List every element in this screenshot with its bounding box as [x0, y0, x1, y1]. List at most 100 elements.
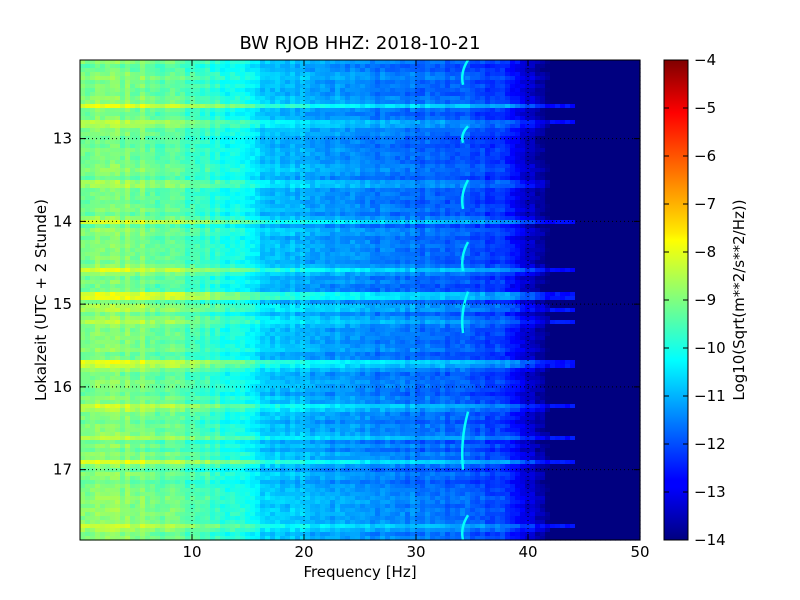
heatmap-cell [325, 64, 331, 69]
heatmap-cell [610, 204, 616, 209]
heatmap-cell [95, 100, 101, 105]
heatmap-cell [135, 196, 141, 201]
heatmap-cell [375, 184, 381, 189]
heatmap-cell [270, 80, 276, 85]
heatmap-cell [240, 220, 246, 225]
heatmap-cell [545, 172, 551, 177]
heatmap-cell [565, 60, 571, 65]
heatmap-cell [110, 228, 116, 233]
heatmap-cell [250, 224, 256, 229]
heatmap-cell [85, 92, 91, 97]
heatmap-cell [575, 120, 581, 125]
heatmap-cell [260, 172, 266, 177]
heatmap-cell [595, 160, 601, 165]
heatmap-cell [560, 72, 566, 77]
heatmap-cell [435, 124, 441, 129]
heatmap-cell [195, 220, 201, 225]
heatmap-cell [630, 80, 636, 85]
heatmap-cell [455, 128, 461, 133]
heatmap-cell [555, 92, 561, 97]
heatmap-cell [345, 116, 351, 121]
heatmap-cell [100, 100, 106, 105]
heatmap-cell [260, 168, 266, 173]
heatmap-cell [275, 92, 281, 97]
heatmap-cell [545, 180, 551, 185]
heatmap-cell [505, 116, 511, 121]
heatmap-cell [225, 156, 231, 161]
heatmap-cell [345, 136, 351, 141]
heatmap-cell [95, 136, 101, 141]
heatmap-cell [410, 68, 416, 73]
heatmap-cell [235, 140, 241, 145]
heatmap-cell [255, 196, 261, 201]
heatmap-cell [320, 96, 326, 101]
heatmap-cell [495, 156, 501, 161]
heatmap-cell [635, 216, 641, 221]
heatmap-cell [375, 220, 381, 225]
heatmap-cell [205, 148, 211, 153]
heatmap-cell [430, 104, 436, 109]
heatmap-cell [450, 68, 456, 73]
heatmap-cell [345, 176, 351, 181]
heatmap-cell [495, 204, 501, 209]
heatmap-cell [490, 64, 496, 69]
heatmap-cell [515, 132, 521, 137]
heatmap-cell [290, 80, 296, 85]
heatmap-cell [110, 180, 116, 185]
heatmap-cell [585, 196, 591, 201]
heatmap-cell [335, 168, 341, 173]
heatmap-cell [235, 184, 241, 189]
heatmap-cell [245, 112, 251, 117]
heatmap-cell [125, 84, 131, 89]
heatmap-cell [350, 128, 356, 133]
heatmap-cell [85, 120, 91, 125]
heatmap-cell [295, 104, 301, 109]
heatmap-cell [275, 96, 281, 101]
heatmap-cell [95, 192, 101, 197]
heatmap-cell [430, 120, 436, 125]
heatmap-cell [150, 144, 156, 149]
heatmap-cell [625, 188, 631, 193]
heatmap-cell [225, 192, 231, 197]
heatmap-cell [425, 220, 431, 225]
heatmap-cell [555, 80, 561, 85]
heatmap-cell [315, 192, 321, 197]
heatmap-cell [205, 144, 211, 149]
heatmap-cell [95, 212, 101, 217]
heatmap-cell [150, 224, 156, 229]
heatmap-cell [170, 132, 176, 137]
heatmap-cell [235, 68, 241, 73]
heatmap-cell [285, 88, 291, 93]
heatmap-cell [305, 140, 311, 145]
heatmap-cell [525, 108, 531, 113]
heatmap-cell [570, 140, 576, 145]
heatmap-cell [85, 176, 91, 181]
heatmap-cell [245, 92, 251, 97]
heatmap-cell [100, 88, 106, 93]
heatmap-cell [610, 160, 616, 165]
heatmap-cell [560, 168, 566, 173]
heatmap-cell [620, 212, 626, 217]
heatmap-cell [540, 180, 546, 185]
heatmap-cell [260, 184, 266, 189]
heatmap-cell [260, 132, 266, 137]
heatmap-cell [425, 168, 431, 173]
heatmap-cell [195, 172, 201, 177]
heatmap-cell [330, 148, 336, 153]
heatmap-cell [390, 88, 396, 93]
heatmap-cell [405, 232, 411, 237]
heatmap-cell [345, 164, 351, 169]
heatmap-cell [515, 160, 521, 165]
heatmap-cell [410, 156, 416, 161]
heatmap-cell [335, 136, 341, 141]
heatmap-cell [165, 148, 171, 153]
heatmap-cell [255, 224, 261, 229]
heatmap-cell [165, 128, 171, 133]
heatmap-cell [240, 152, 246, 157]
heatmap-cell [515, 148, 521, 153]
heatmap-cell [555, 68, 561, 73]
heatmap-cell [420, 164, 426, 169]
heatmap-cell [625, 168, 631, 173]
heatmap-cell [485, 76, 491, 81]
heatmap-cell [565, 204, 571, 209]
